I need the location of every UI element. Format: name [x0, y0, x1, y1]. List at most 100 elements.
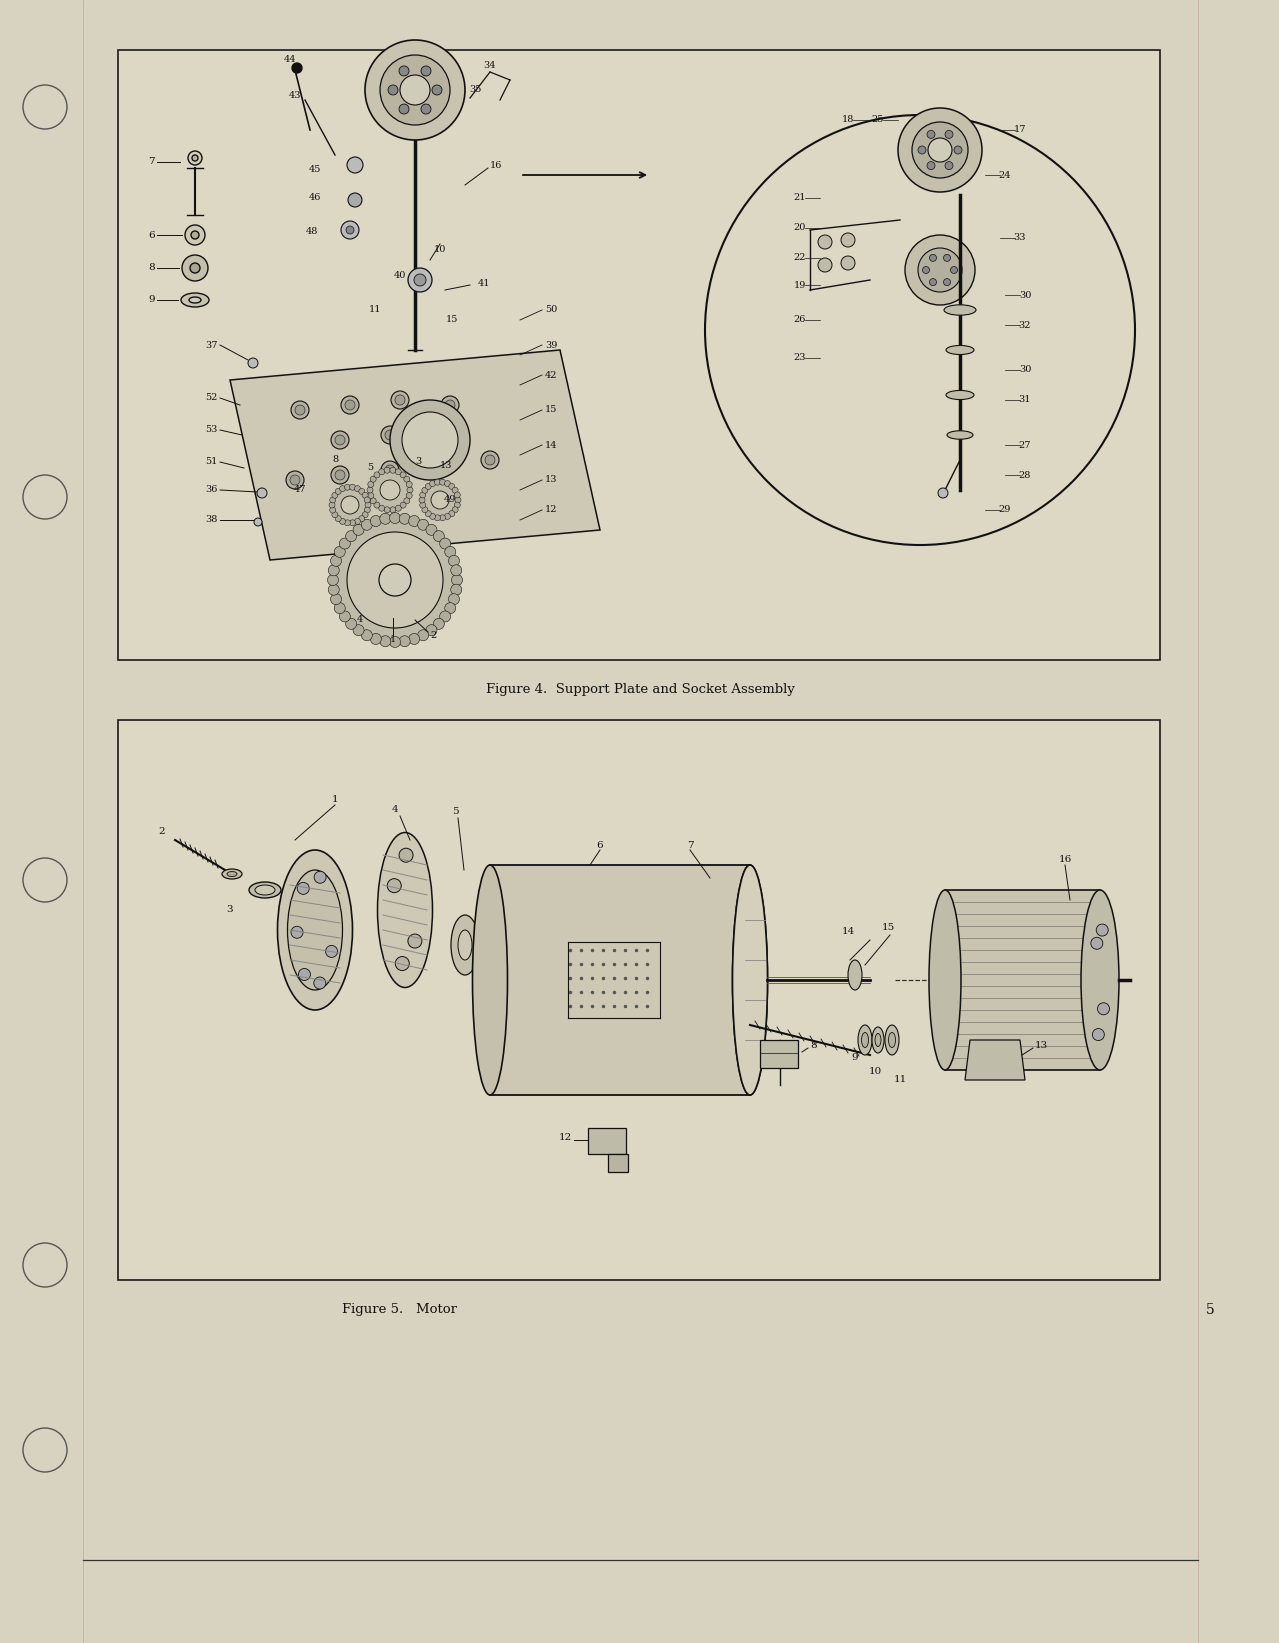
Circle shape	[371, 516, 381, 526]
Ellipse shape	[946, 430, 973, 439]
Text: 29: 29	[999, 506, 1012, 514]
Circle shape	[399, 636, 411, 647]
Circle shape	[407, 493, 412, 498]
Text: 31: 31	[1019, 396, 1031, 404]
Ellipse shape	[875, 1033, 881, 1047]
Circle shape	[255, 518, 262, 526]
Circle shape	[451, 575, 463, 585]
Circle shape	[331, 430, 349, 449]
Circle shape	[441, 396, 459, 414]
Text: 4: 4	[357, 616, 363, 624]
Ellipse shape	[872, 1027, 884, 1053]
Circle shape	[1097, 1002, 1109, 1015]
Ellipse shape	[472, 864, 508, 1094]
Ellipse shape	[929, 891, 961, 1070]
Circle shape	[420, 496, 425, 503]
Circle shape	[390, 636, 400, 647]
Circle shape	[257, 488, 267, 498]
Circle shape	[326, 945, 338, 958]
Circle shape	[292, 401, 310, 419]
Polygon shape	[230, 350, 600, 560]
Circle shape	[329, 585, 339, 595]
Text: 7: 7	[687, 841, 693, 849]
Circle shape	[912, 122, 968, 177]
Circle shape	[331, 467, 349, 485]
Circle shape	[819, 258, 833, 273]
Text: 46: 46	[308, 194, 321, 202]
Circle shape	[408, 935, 422, 948]
Ellipse shape	[733, 864, 767, 1094]
Circle shape	[390, 399, 469, 480]
Text: 24: 24	[999, 171, 1012, 179]
Text: 19: 19	[794, 281, 806, 289]
Circle shape	[399, 848, 413, 863]
Text: 43: 43	[289, 90, 302, 100]
Circle shape	[402, 412, 458, 468]
Circle shape	[344, 485, 350, 490]
Circle shape	[395, 394, 405, 406]
Circle shape	[481, 450, 499, 468]
Circle shape	[404, 476, 409, 481]
Circle shape	[347, 532, 443, 628]
Text: 36: 36	[206, 485, 217, 495]
Circle shape	[379, 468, 385, 475]
Text: 11: 11	[893, 1076, 907, 1084]
Circle shape	[23, 1428, 67, 1472]
Circle shape	[330, 496, 335, 503]
Circle shape	[359, 488, 365, 495]
Text: 4: 4	[391, 805, 398, 815]
Ellipse shape	[223, 869, 242, 879]
Circle shape	[399, 66, 409, 76]
Circle shape	[898, 108, 982, 192]
Circle shape	[331, 493, 338, 498]
Circle shape	[420, 503, 426, 508]
Text: 35: 35	[469, 85, 481, 95]
Circle shape	[362, 493, 368, 498]
Circle shape	[1096, 923, 1108, 937]
Circle shape	[368, 493, 373, 498]
Bar	[118, 720, 1160, 1280]
Circle shape	[445, 481, 450, 486]
Circle shape	[421, 66, 431, 76]
Circle shape	[341, 396, 359, 414]
Circle shape	[450, 565, 462, 575]
Text: Figure 4.  Support Plate and Socket Assembly: Figure 4. Support Plate and Socket Assem…	[486, 683, 794, 697]
Circle shape	[445, 547, 455, 557]
Circle shape	[445, 603, 455, 613]
Circle shape	[395, 504, 402, 511]
Circle shape	[388, 879, 402, 892]
Circle shape	[182, 255, 208, 281]
Text: 41: 41	[478, 279, 491, 288]
Text: 47: 47	[294, 485, 306, 495]
Circle shape	[440, 537, 450, 549]
Circle shape	[445, 513, 450, 519]
Circle shape	[400, 76, 430, 105]
Circle shape	[373, 472, 380, 478]
Circle shape	[333, 486, 368, 522]
Text: 53: 53	[206, 426, 217, 434]
Circle shape	[929, 138, 952, 163]
Circle shape	[431, 458, 449, 476]
Circle shape	[422, 481, 458, 518]
Circle shape	[395, 956, 409, 971]
Circle shape	[329, 503, 335, 508]
Circle shape	[330, 593, 341, 605]
Text: 13: 13	[545, 475, 558, 485]
Circle shape	[421, 104, 431, 113]
Circle shape	[191, 263, 200, 273]
Ellipse shape	[733, 864, 767, 1094]
Circle shape	[435, 463, 445, 473]
Text: 5: 5	[367, 463, 373, 473]
Circle shape	[345, 531, 357, 542]
Circle shape	[371, 634, 381, 644]
Circle shape	[380, 480, 400, 499]
Text: 1: 1	[390, 636, 396, 644]
Text: 33: 33	[1014, 233, 1026, 243]
Text: 5: 5	[451, 807, 458, 817]
Circle shape	[945, 161, 953, 169]
Text: 51: 51	[206, 457, 217, 467]
Text: 44: 44	[284, 56, 297, 64]
Circle shape	[409, 516, 420, 526]
Circle shape	[362, 511, 368, 518]
Circle shape	[430, 481, 436, 486]
